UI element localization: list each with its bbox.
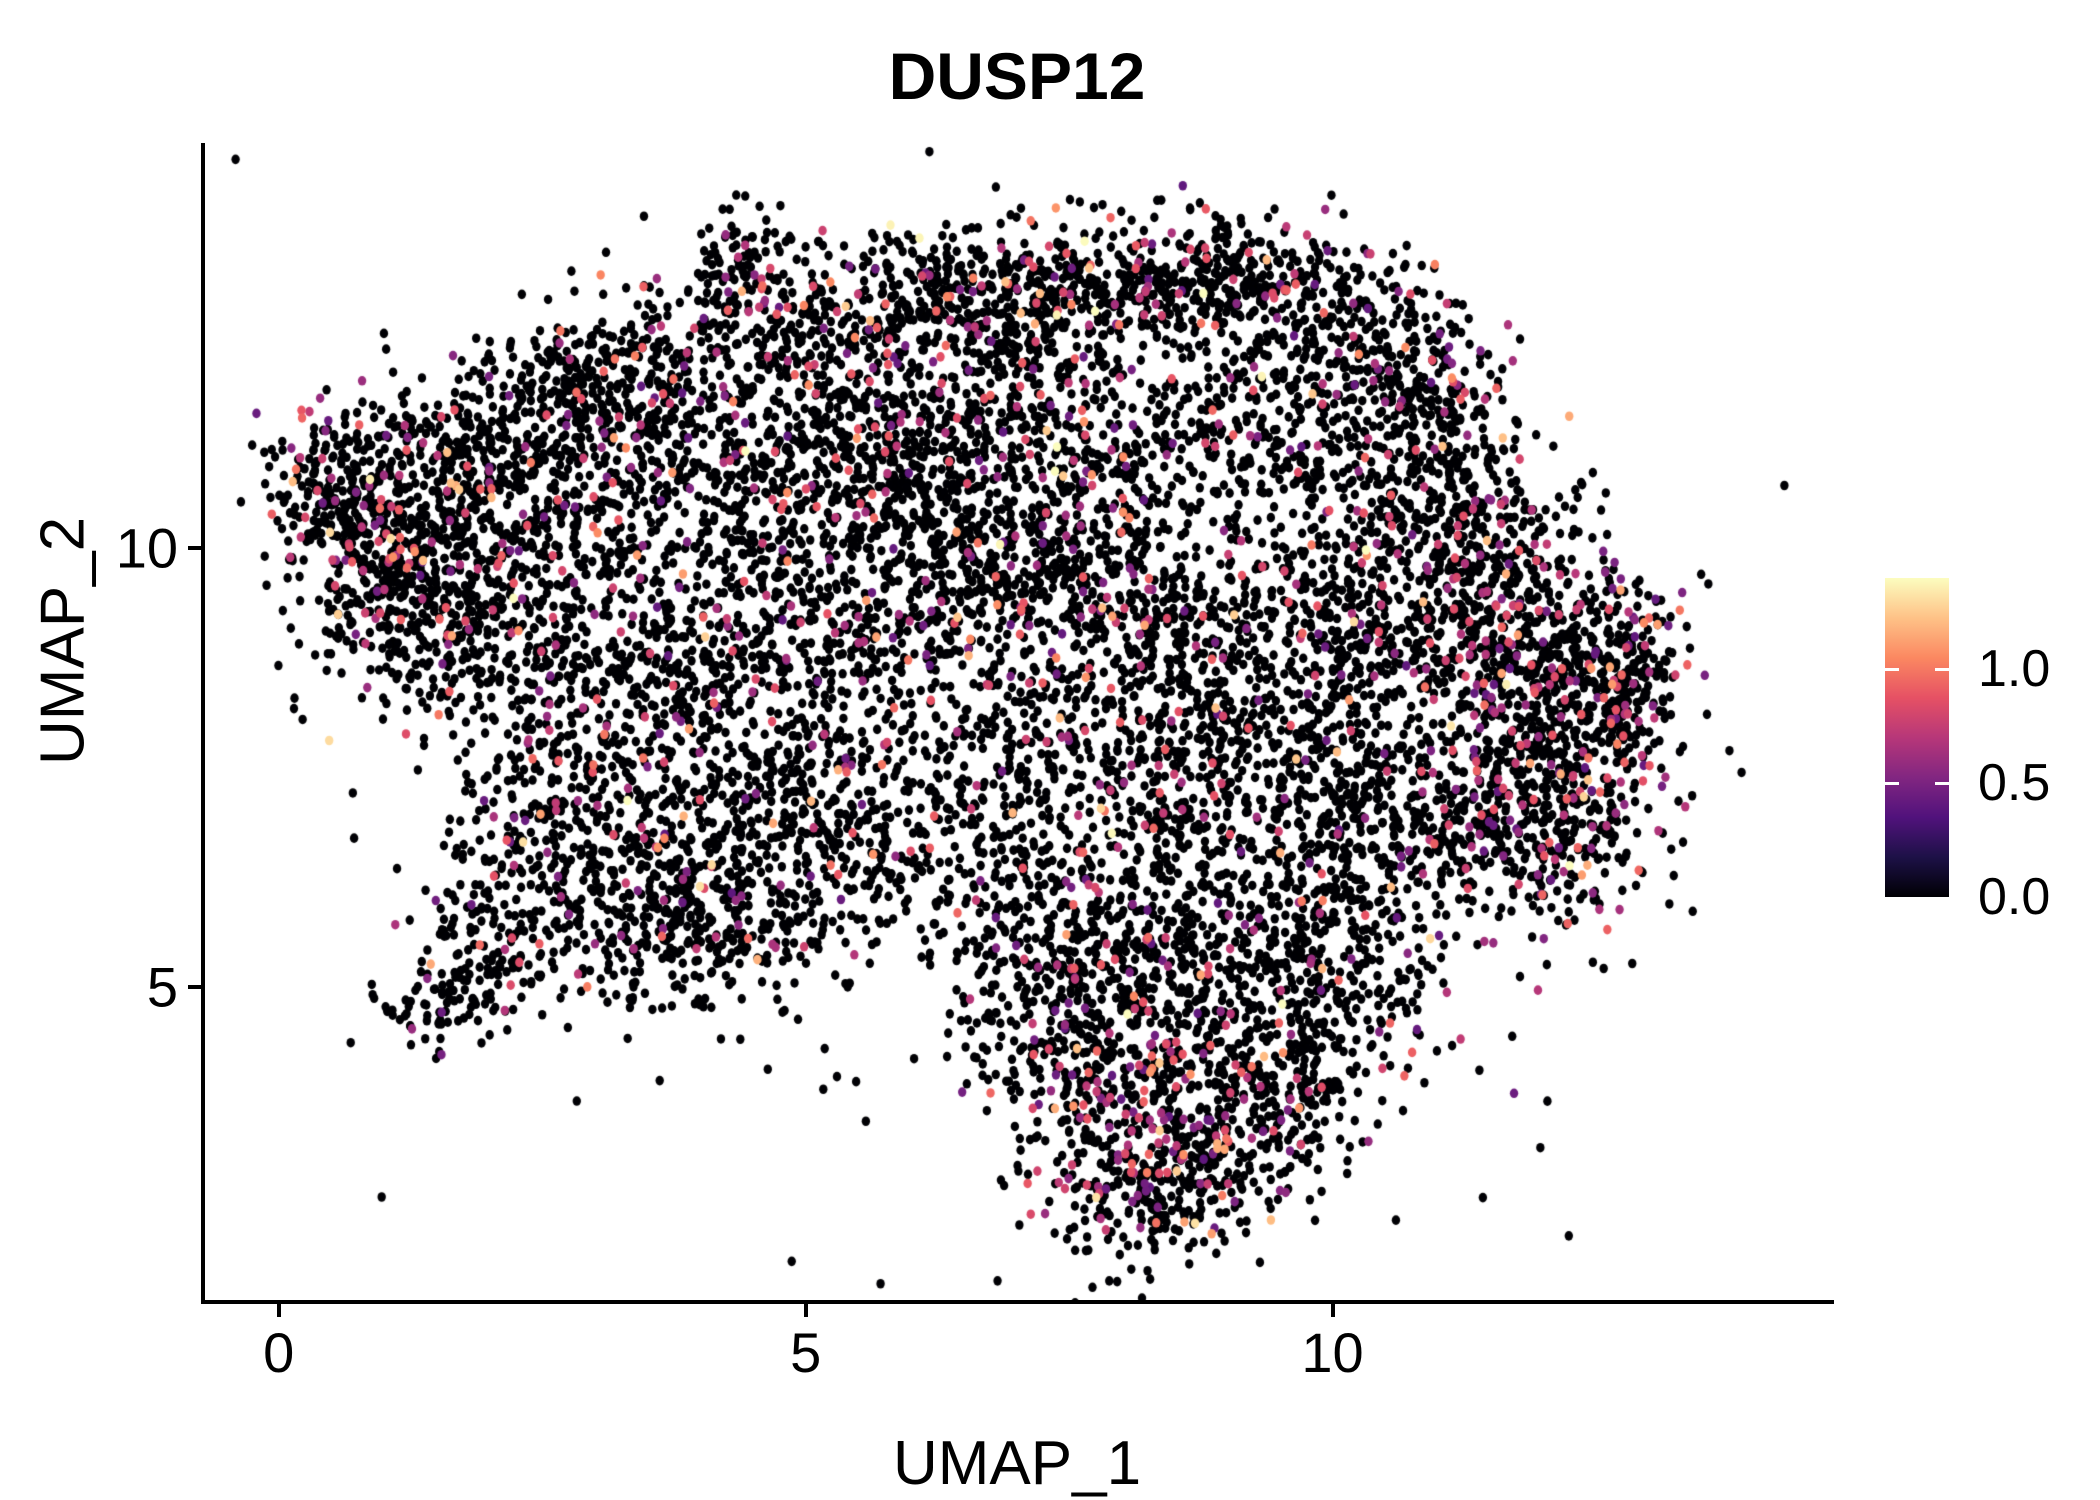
- plot-title: DUSP12: [888, 39, 1146, 113]
- scatter-plot-canvas: [205, 143, 1831, 1301]
- colorbar-tick-label: 1.0: [1978, 640, 2051, 699]
- y-axis-line: [201, 143, 205, 1304]
- colorbar-tick-label: 0.0: [1978, 868, 2051, 926]
- x-tick-label: 0: [263, 1321, 295, 1384]
- x-tick-mark: [803, 1304, 808, 1317]
- colorbar-tick-mark: [1885, 667, 1899, 671]
- x-axis-line: [201, 1300, 1834, 1304]
- x-axis-title: UMAP_1: [892, 1429, 1142, 1498]
- x-tick-label: 10: [1301, 1321, 1364, 1384]
- y-tick-mark: [188, 546, 201, 551]
- colorbar-tick-mark: [1935, 781, 1949, 785]
- colorbar-tick-mark: [1885, 781, 1899, 785]
- x-tick-mark: [276, 1304, 281, 1317]
- x-tick-label: 5: [790, 1321, 822, 1384]
- x-tick-mark: [1330, 1304, 1335, 1317]
- colorbar: [1885, 578, 1949, 897]
- y-tick-mark: [188, 984, 201, 989]
- colorbar-tick-label: 0.5: [1978, 754, 2051, 813]
- y-tick-label: 5: [146, 955, 178, 1019]
- colorbar-tick-mark: [1935, 667, 1949, 671]
- y-tick-label: 10: [115, 516, 178, 580]
- y-axis-title: UMAP_2: [28, 516, 98, 765]
